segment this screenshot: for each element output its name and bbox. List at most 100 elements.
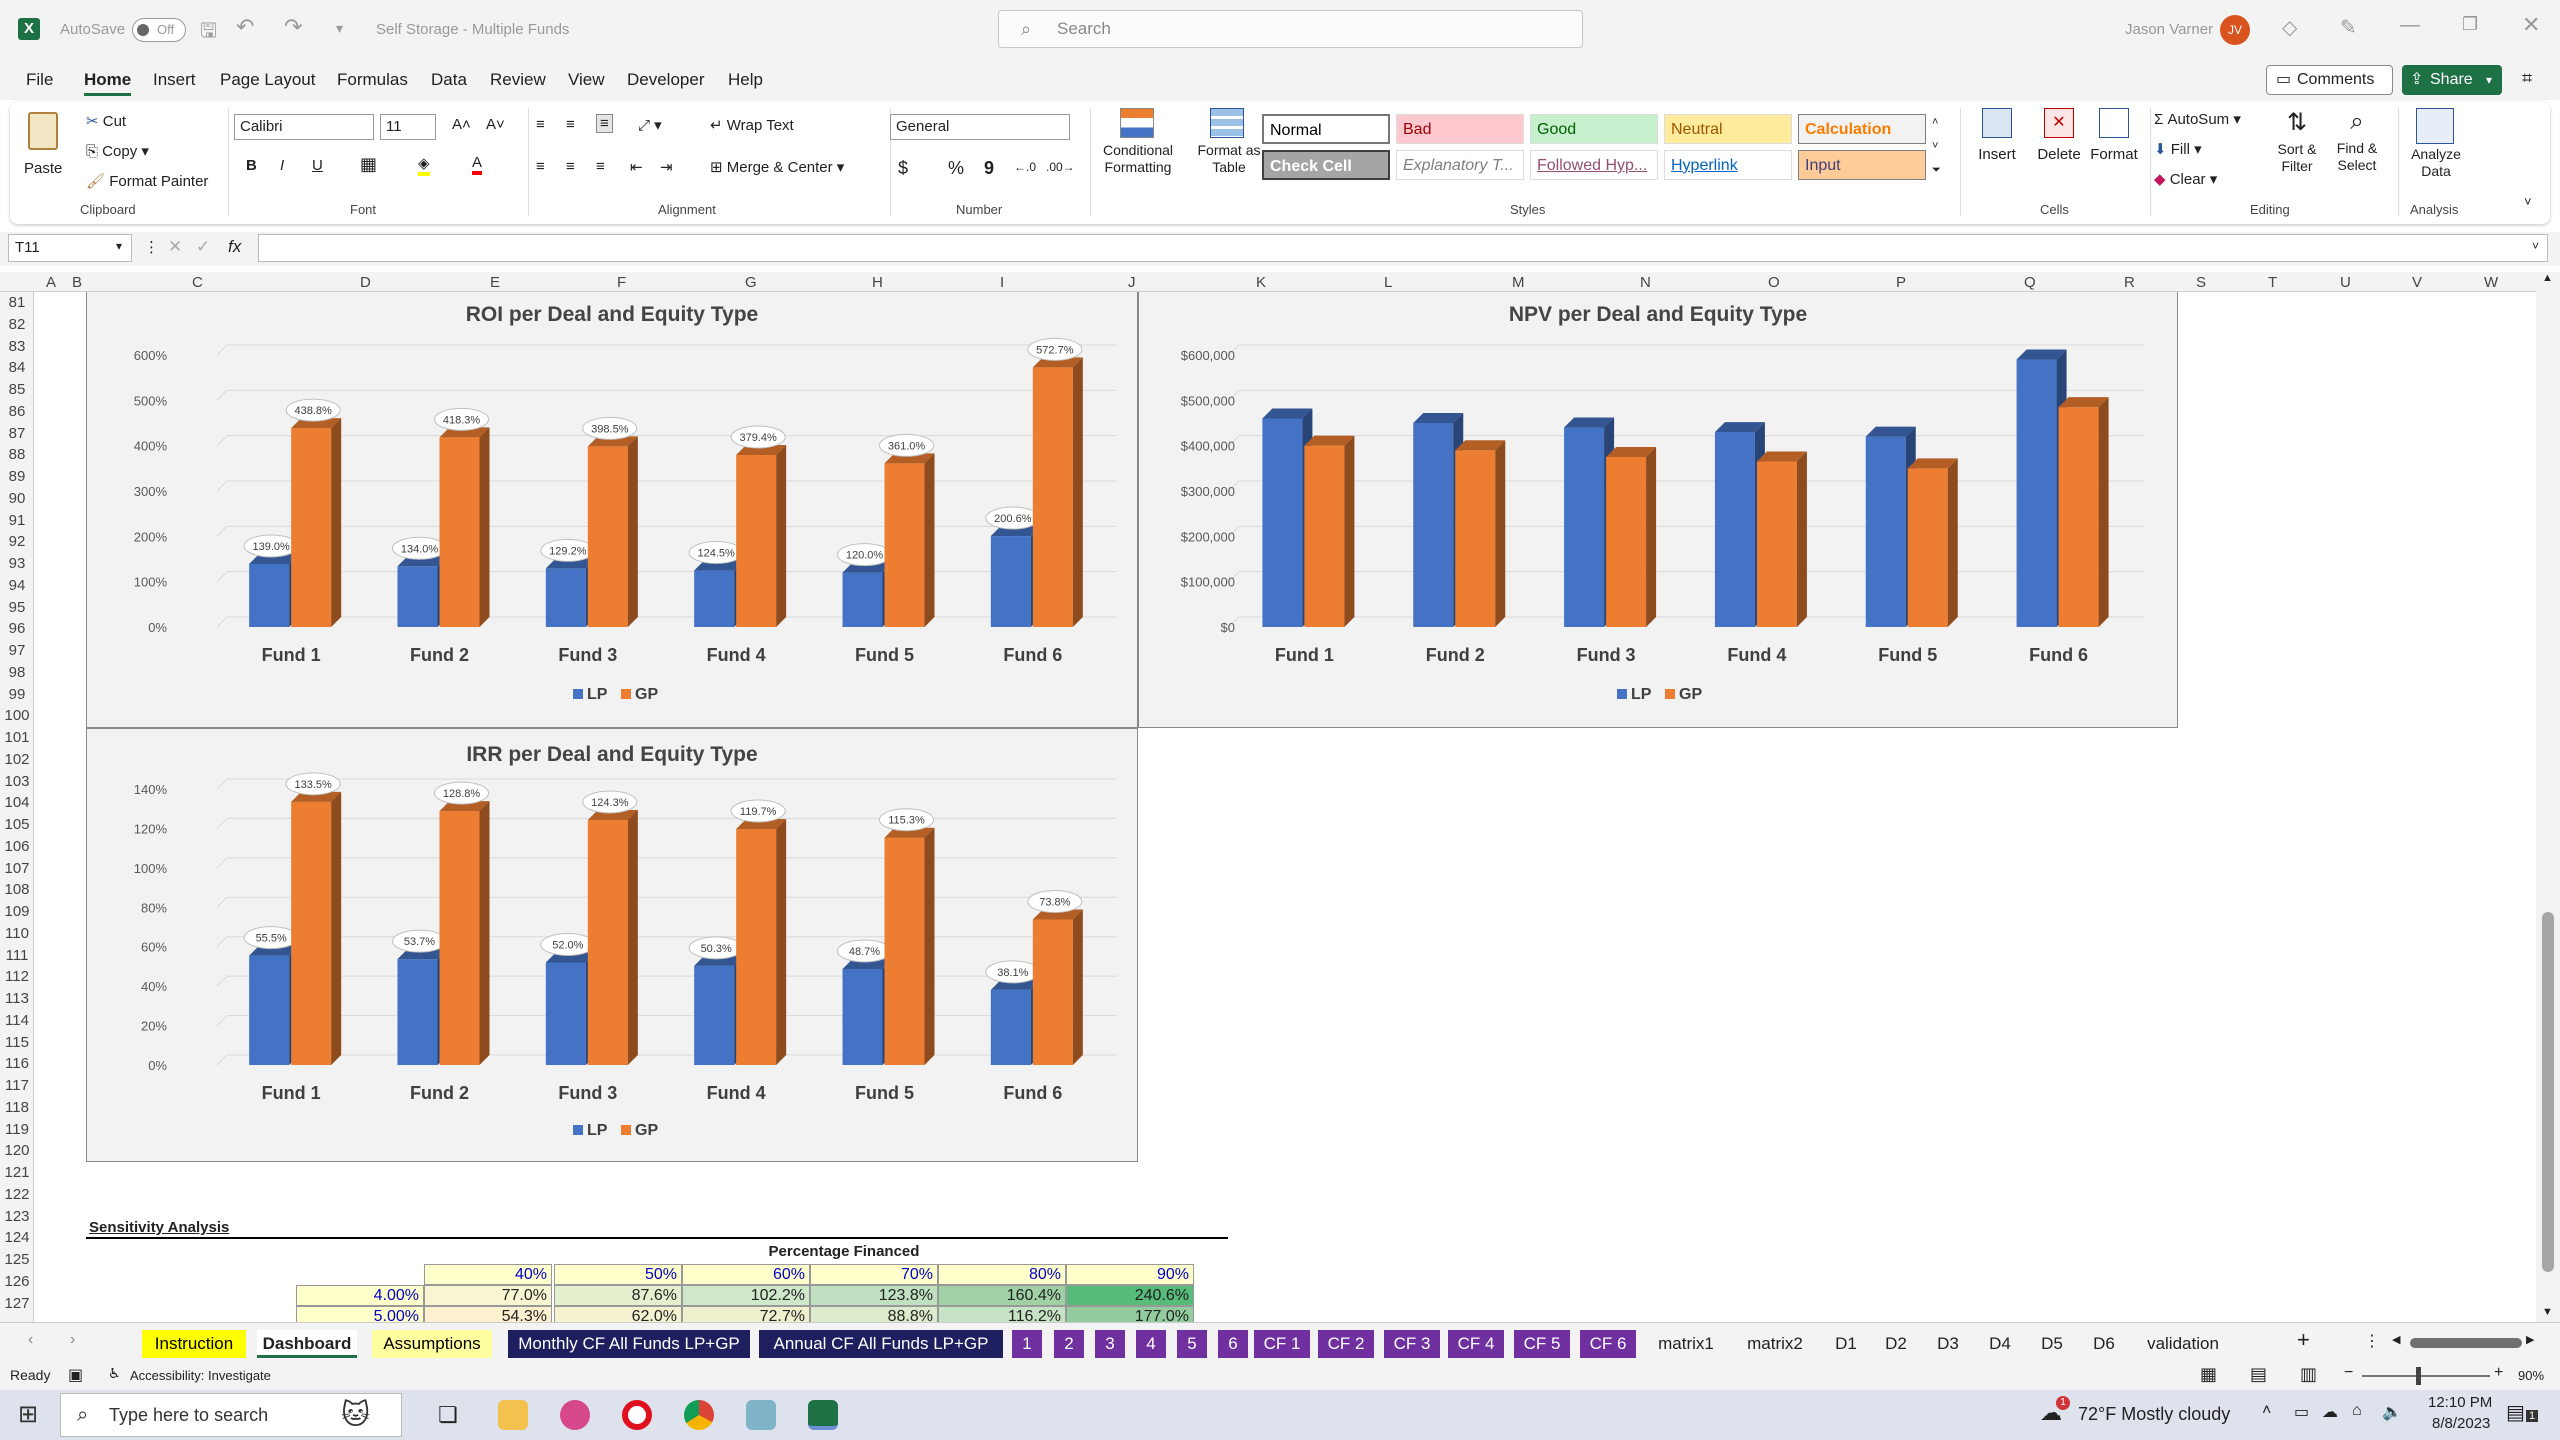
sensitivity-col-header[interactable]: 40%: [424, 1264, 552, 1285]
horizontal-scroll-thumb[interactable]: [2410, 1338, 2522, 1348]
find-select-button[interactable]: ⌕ Find & Select: [2326, 108, 2388, 174]
notifications-icon[interactable]: ▤: [2506, 1402, 2525, 1424]
bar-front[interactable]: [2016, 359, 2057, 627]
accessibility-icon[interactable]: ♿: [108, 1365, 121, 1381]
bar-front[interactable]: [545, 568, 586, 627]
tab-options-icon[interactable]: ⋮: [2364, 1333, 2380, 1350]
app-icon[interactable]: [746, 1400, 776, 1430]
cell-style-input[interactable]: Input: [1798, 150, 1926, 180]
menu-data[interactable]: Data: [431, 70, 467, 89]
sheet-tab-3[interactable]: 3: [1095, 1330, 1125, 1358]
sensitivity-cell[interactable]: 160.4%: [938, 1285, 1066, 1306]
row-header-106[interactable]: 106: [4, 837, 30, 855]
cell-style-good[interactable]: Good: [1530, 114, 1658, 144]
task-view-icon[interactable]: ❏: [438, 1402, 458, 1427]
column-header-a[interactable]: A: [46, 274, 57, 291]
bar-front[interactable]: [587, 446, 628, 627]
menu-help[interactable]: Help: [728, 70, 763, 89]
row-header-99[interactable]: 99: [8, 685, 26, 703]
column-header-n[interactable]: N: [1640, 274, 1651, 291]
row-header-124[interactable]: 124: [4, 1229, 30, 1247]
name-box-dropdown-icon[interactable]: ▾: [116, 239, 123, 253]
column-header-t[interactable]: T: [2268, 274, 2278, 291]
column-header-h[interactable]: H: [872, 274, 883, 291]
sensitivity-cell[interactable]: 177.0%: [1066, 1306, 1194, 1322]
decrease-decimal-icon[interactable]: .00→: [1046, 160, 1075, 174]
row-header-110[interactable]: 110: [5, 924, 29, 942]
sheet-tab-matrix1[interactable]: matrix1: [1658, 1334, 1714, 1353]
bar-front[interactable]: [842, 572, 883, 627]
menu-insert[interactable]: Insert: [153, 70, 196, 89]
sheet-tab-5[interactable]: 5: [1177, 1330, 1207, 1358]
macro-record-icon[interactable]: ▣: [68, 1367, 84, 1384]
cancel-edit-icon[interactable]: ✕: [168, 237, 183, 256]
weather-text[interactable]: 72°F Mostly cloudy: [2078, 1404, 2231, 1424]
menu-developer[interactable]: Developer: [627, 70, 705, 89]
bar-front[interactable]: [1756, 461, 1797, 627]
tray-network-icon[interactable]: ⌂: [2352, 1402, 2362, 1419]
autosave-toggle[interactable]: Off: [132, 18, 186, 42]
bar-gp-fund-1[interactable]: [291, 791, 342, 1065]
bold-button[interactable]: B: [246, 157, 257, 174]
bar-front[interactable]: [439, 437, 480, 627]
row-header-121[interactable]: 121: [4, 1164, 30, 1181]
row-header-101[interactable]: 101: [4, 729, 30, 746]
row-header-92[interactable]: 92: [8, 533, 26, 551]
decrease-indent-icon[interactable]: ⇤: [630, 159, 643, 176]
row-header-118[interactable]: 118: [5, 1098, 29, 1116]
bar-front[interactable]: [1907, 468, 1948, 627]
align-left-icon[interactable]: ≡: [536, 158, 545, 175]
sensitivity-cell[interactable]: 72.7%: [682, 1306, 810, 1322]
increase-decimal-icon[interactable]: ←.0: [1014, 160, 1037, 174]
collapse-ribbon-icon[interactable]: ˅: [2524, 194, 2532, 209]
row-header-84[interactable]: 84: [8, 359, 26, 377]
bar-front[interactable]: [2058, 407, 2099, 627]
row-header-82[interactable]: 82: [8, 315, 26, 333]
bar-gp-fund-6[interactable]: [1032, 357, 1083, 627]
bar-gp-fund-6[interactable]: [1032, 909, 1083, 1065]
column-header-e[interactable]: E: [490, 274, 501, 291]
column-header-i[interactable]: I: [1000, 274, 1005, 291]
add-sheet-icon[interactable]: +: [2297, 1327, 2310, 1352]
vertical-scrollbar[interactable]: ▲ ▼: [2536, 272, 2560, 1322]
bar-front[interactable]: [397, 566, 438, 627]
column-header-m[interactable]: M: [1512, 274, 1525, 291]
font-name-select[interactable]: Calibri: [234, 114, 374, 140]
column-header-u[interactable]: U: [2340, 274, 2351, 291]
tray-chevron-icon[interactable]: ˄: [2262, 1402, 2272, 1419]
sheet-tab-d3[interactable]: D3: [1937, 1334, 1959, 1353]
row-header-100[interactable]: 100: [4, 707, 30, 725]
row-header-97[interactable]: 97: [8, 642, 26, 659]
increase-font-icon[interactable]: A˄: [452, 116, 471, 133]
format-as-table-button[interactable]: Format as Table: [1190, 108, 1268, 176]
column-header-c[interactable]: C: [192, 274, 203, 291]
sheet-tab-cf-5[interactable]: CF 5: [1514, 1330, 1570, 1358]
bar-front[interactable]: [249, 563, 290, 627]
row-header-103[interactable]: 103: [4, 772, 30, 790]
row-header-127[interactable]: 127: [4, 1294, 30, 1312]
save-icon[interactable]: 🖫: [200, 20, 218, 42]
align-bottom-icon[interactable]: ≡: [596, 114, 613, 133]
menu-view[interactable]: View: [568, 70, 605, 89]
zoom-slider-thumb[interactable]: [2416, 1367, 2421, 1385]
row-header-94[interactable]: 94: [8, 576, 26, 594]
column-header-q[interactable]: Q: [2024, 274, 2036, 291]
page-break-view-icon[interactable]: ▥: [2300, 1364, 2318, 1384]
sheet-tab-cf-4[interactable]: CF 4: [1448, 1330, 1504, 1358]
roi-chart[interactable]: ROI per Deal and Equity Type 0% 100% 200% 3…: [86, 292, 1138, 728]
chevron-down-icon[interactable]: ▾: [2486, 73, 2493, 87]
premium-diamond-icon[interactable]: ◇: [2282, 17, 2298, 39]
name-box[interactable]: T11: [8, 234, 132, 262]
sheet-tab-d5[interactable]: D5: [2041, 1334, 2063, 1353]
sensitivity-row-label[interactable]: 5.00%: [296, 1306, 424, 1322]
format-cells-button[interactable]: Format: [2086, 108, 2142, 163]
pen-icon[interactable]: ✎: [2340, 17, 2357, 39]
row-header-119[interactable]: 119: [5, 1120, 29, 1138]
fill-color-icon[interactable]: ◈: [418, 154, 430, 176]
column-header-g[interactable]: G: [745, 274, 757, 291]
formula-input[interactable]: [258, 234, 2548, 262]
comma-button[interactable]: 9: [984, 158, 995, 178]
column-header-p[interactable]: P: [1896, 274, 1907, 291]
currency-button[interactable]: $: [898, 158, 909, 178]
bar-front[interactable]: [990, 989, 1031, 1065]
